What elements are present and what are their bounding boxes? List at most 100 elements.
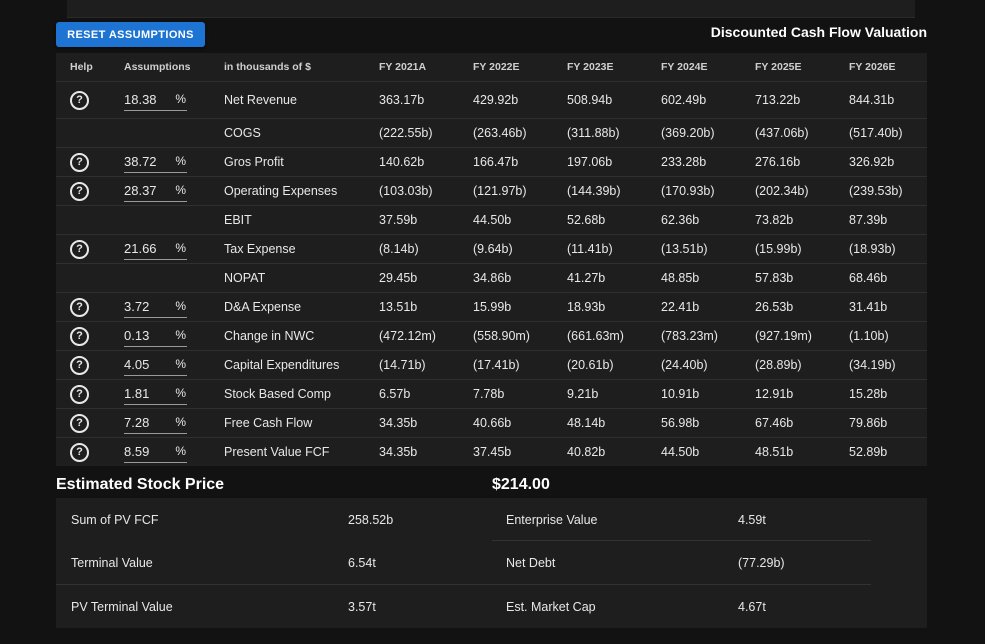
assumption-cell: 21.66%	[124, 234, 224, 264]
percent-symbol: %	[175, 92, 186, 106]
assumption-cell: 1.81%	[124, 379, 224, 409]
assumption-input[interactable]: 18.38%	[124, 92, 187, 111]
help-cell: ?	[56, 321, 124, 351]
year-value: (20.61b)	[567, 350, 661, 380]
year-value: 29.45b	[379, 263, 473, 293]
year-value: (558.90m)	[473, 321, 567, 351]
assumption-cell	[124, 118, 224, 148]
summary-divider	[492, 540, 871, 541]
percent-symbol: %	[175, 183, 186, 197]
year-value: (239.53b)	[849, 176, 927, 206]
year-value: 602.49b	[661, 81, 755, 119]
year-value: 67.46b	[755, 408, 849, 438]
help-icon[interactable]: ?	[70, 90, 89, 110]
assumption-cell: 0.13%	[124, 321, 224, 351]
year-value: (472.12m)	[379, 321, 473, 351]
summary-right-value: (77.29b)	[738, 555, 785, 570]
help-icon[interactable]: ?	[70, 326, 89, 346]
year-value: 15.28b	[849, 379, 927, 409]
percent-symbol: %	[175, 444, 186, 459]
help-icon[interactable]: ?	[70, 355, 89, 375]
assumption-input[interactable]: 3.72%	[124, 299, 187, 318]
assumption-cell: 3.72%	[124, 292, 224, 322]
summary-right-label: Enterprise Value	[506, 512, 598, 527]
table-row: NOPAT 29.45b 34.86b 41.27b 48.85b 57.83b 68.46…	[56, 263, 927, 293]
row-label: COGS	[224, 118, 379, 148]
year-value: 363.17b	[379, 81, 473, 119]
page-title: Discounted Cash Flow Valuation	[710, 24, 927, 40]
year-value: 79.86b	[849, 408, 927, 438]
header-year: FY 2022E	[473, 53, 567, 82]
year-value: 166.47b	[473, 147, 567, 177]
table-row: ? 3.72% D&A Expense 13.51b 15.99b 18.93b 22.41…	[56, 292, 927, 322]
estimated-price-label: Estimated Stock Price	[56, 476, 225, 493]
year-value: 233.28b	[661, 147, 755, 177]
table-row: ? 4.05% Capital Expenditures (14.71b) (17.41…	[56, 350, 927, 380]
summary-right-value: 4.59t	[738, 512, 766, 527]
year-value: 52.68b	[567, 205, 661, 235]
header-year: FY 2023E	[567, 53, 661, 82]
summary-left-label: PV Terminal Value	[71, 599, 173, 614]
row-label: Tax Expense	[224, 234, 379, 264]
assumption-input[interactable]: 28.37%	[124, 183, 187, 202]
help-icon[interactable]: ?	[70, 181, 89, 201]
year-value: (437.06b)	[755, 118, 849, 148]
year-value: (11.41b)	[567, 234, 661, 264]
year-value: 276.16b	[755, 147, 849, 177]
help-cell: ?	[56, 408, 124, 438]
year-value: 713.22b	[755, 81, 849, 119]
year-value: 87.39b	[849, 205, 927, 235]
assumption-value: 38.72	[124, 154, 157, 169]
row-label: Present Value FCF	[224, 445, 330, 460]
table-header-row: Help Assumptions in thousands of $ FY 20…	[56, 53, 927, 82]
assumption-input[interactable]: 7.28%	[124, 415, 187, 434]
help-icon[interactable]: ?	[70, 384, 89, 404]
year-value: 44.50b	[661, 445, 700, 460]
top-panel-edge	[67, 0, 915, 18]
help-icon[interactable]: ?	[70, 442, 89, 462]
assumption-value: 7.28	[124, 415, 150, 430]
year-value: 37.59b	[379, 205, 473, 235]
assumption-input[interactable]: 4.05%	[124, 357, 187, 376]
assumption-value: 3.72	[124, 299, 150, 314]
assumption-input[interactable]: 0.13%	[124, 328, 187, 347]
row-label: D&A Expense	[224, 292, 379, 322]
year-value: 40.82b	[567, 445, 606, 460]
year-value: (9.64b)	[473, 234, 567, 264]
year-value: 31.41b	[849, 292, 927, 322]
row-label: Stock Based Comp	[224, 379, 379, 409]
assumption-input[interactable]: 8.59%	[124, 444, 187, 464]
dcf-table-panel: Help Assumptions in thousands of $ FY 20…	[56, 53, 927, 466]
help-cell: ?	[56, 234, 124, 264]
year-value: 37.45b	[473, 445, 512, 460]
year-value: (517.40b)	[849, 118, 927, 148]
summary-left-label: Terminal Value	[71, 555, 153, 570]
assumption-cell: 8.59%	[124, 438, 224, 467]
help-icon[interactable]: ?	[70, 239, 89, 259]
percent-symbol: %	[175, 154, 186, 168]
help-cell: ?	[56, 292, 124, 322]
reset-assumptions-button[interactable]: RESET ASSUMPTIONS	[56, 22, 205, 47]
year-value: (927.19m)	[755, 321, 849, 351]
help-icon[interactable]: ?	[70, 152, 89, 172]
year-value: 197.06b	[567, 147, 661, 177]
year-value: (263.46b)	[473, 118, 567, 148]
help-icon[interactable]: ?	[70, 297, 89, 317]
year-value: 844.31b	[849, 81, 927, 119]
help-cell: ?	[56, 81, 124, 119]
year-value: 12.91b	[755, 379, 849, 409]
table-row: EBIT 37.59b 44.50b 52.68b 62.36b 73.82b 87.39b	[56, 205, 927, 235]
assumption-input[interactable]: 38.72%	[124, 154, 187, 173]
assumption-cell	[124, 263, 224, 293]
assumption-input[interactable]: 21.66%	[124, 241, 187, 260]
assumption-input[interactable]: 1.81%	[124, 386, 187, 405]
table-row: ? 28.37% Operating Expenses (103.03b) (121.9…	[56, 176, 927, 206]
year-value: (222.55b)	[379, 118, 473, 148]
year-value: 48.51b	[755, 445, 794, 460]
year-value: (15.99b)	[755, 234, 849, 264]
summary-row: Terminal Value 6.54t Net Debt (77.29b)	[56, 541, 927, 584]
year-value: 6.57b	[379, 379, 473, 409]
year-value: (311.88b)	[567, 118, 661, 148]
assumption-value: 21.66	[124, 241, 157, 256]
help-icon[interactable]: ?	[70, 413, 89, 433]
